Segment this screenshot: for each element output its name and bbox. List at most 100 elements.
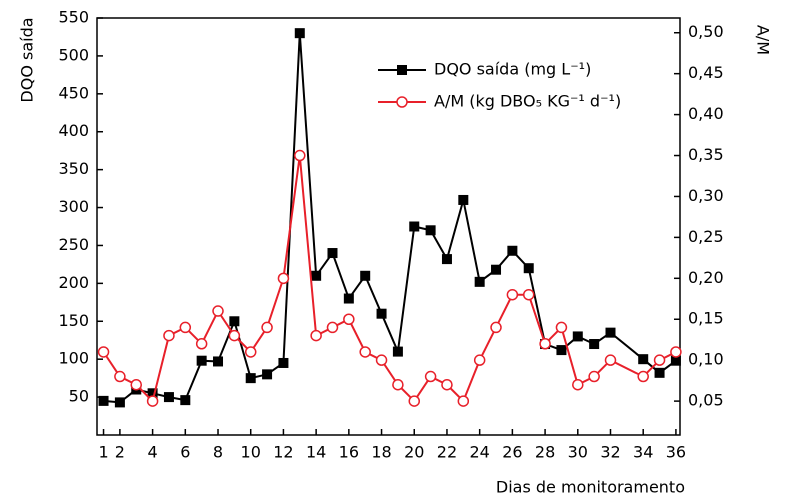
marker xyxy=(146,395,159,407)
x-tick-label: 18 xyxy=(371,443,391,462)
marker xyxy=(262,369,273,380)
marker xyxy=(375,354,388,366)
x-tick-label: 32 xyxy=(600,443,620,462)
marker xyxy=(572,331,583,342)
marker xyxy=(278,357,289,368)
marker xyxy=(212,305,224,317)
series-line xyxy=(102,155,677,404)
marker xyxy=(424,370,437,383)
marker xyxy=(491,264,502,275)
marker xyxy=(473,354,486,366)
marker xyxy=(311,270,322,281)
y2-tick-label: 0,25 xyxy=(688,227,724,246)
y-tick-label: 50 xyxy=(69,387,89,406)
marker xyxy=(457,395,470,407)
marker xyxy=(653,354,666,366)
marker xyxy=(114,370,126,383)
marker xyxy=(556,345,567,356)
marker xyxy=(523,263,534,274)
marker xyxy=(409,221,420,232)
marker xyxy=(522,288,535,301)
marker xyxy=(376,308,387,319)
x-tick-label: 30 xyxy=(568,443,588,462)
marker xyxy=(147,388,158,399)
marker xyxy=(196,355,207,366)
marker xyxy=(474,276,485,287)
marker xyxy=(604,354,617,366)
marker xyxy=(179,321,192,334)
marker xyxy=(229,316,240,327)
marker xyxy=(130,378,142,391)
marker xyxy=(392,346,403,357)
y-tick-label: 350 xyxy=(58,159,89,178)
marker xyxy=(506,288,519,301)
legend-label: A/M (kg DBO₅ KG⁻¹ d⁻¹) xyxy=(434,92,621,111)
y-tick-label: 150 xyxy=(58,311,89,330)
marker xyxy=(458,194,469,205)
marker xyxy=(589,339,600,350)
marker xyxy=(114,397,125,408)
y-tick-label: 550 xyxy=(58,8,89,27)
legend-label: DQO saída (mg L⁻¹) xyxy=(434,60,591,79)
x-tick-label: 16 xyxy=(339,443,359,462)
x-tick-label: 36 xyxy=(666,443,686,462)
y-tick-label: 100 xyxy=(58,349,89,368)
marker xyxy=(588,370,600,383)
marker xyxy=(343,313,355,325)
marker xyxy=(637,370,649,383)
marker xyxy=(670,346,682,358)
y-tick-label: 400 xyxy=(58,121,89,140)
y2-tick-label: 0,20 xyxy=(688,268,724,287)
marker xyxy=(555,321,568,334)
marker xyxy=(539,338,551,350)
y-tick-label: 500 xyxy=(58,45,89,64)
x-axis-label: Dias de monitoramento xyxy=(496,478,685,497)
x-tick-label: 28 xyxy=(535,443,555,462)
marker xyxy=(245,373,256,384)
marker xyxy=(670,355,681,366)
x-tick-label: 10 xyxy=(241,443,261,462)
x-tick-label: 6 xyxy=(180,443,190,462)
marker xyxy=(360,270,371,281)
marker xyxy=(294,28,305,39)
y2-tick-label: 0,35 xyxy=(688,145,724,164)
x-tick-label: 12 xyxy=(273,443,293,462)
y-axis-label: DQO saída xyxy=(18,17,37,102)
marker xyxy=(654,367,665,378)
x-tick-label: 4 xyxy=(148,443,158,462)
marker xyxy=(605,327,616,338)
y2-tick-label: 0,40 xyxy=(688,104,724,123)
marker xyxy=(326,321,339,334)
marker xyxy=(310,329,322,342)
y2-tick-label: 0,50 xyxy=(688,22,724,41)
x-tick-label: 1 xyxy=(98,443,108,462)
y2-tick-label: 0,45 xyxy=(688,63,724,82)
marker xyxy=(97,346,110,358)
marker xyxy=(507,245,518,256)
y2-axis-label: A/M xyxy=(754,25,773,55)
marker xyxy=(490,321,502,334)
x-tick-label: 14 xyxy=(306,443,326,462)
marker xyxy=(163,392,174,403)
x-tick-label: 22 xyxy=(437,443,457,462)
marker xyxy=(244,346,257,358)
marker xyxy=(277,272,290,285)
marker xyxy=(163,329,175,342)
x-tick-label: 24 xyxy=(469,443,489,462)
marker xyxy=(638,354,649,365)
y-tick-label: 300 xyxy=(58,197,89,216)
x-tick-label: 2 xyxy=(115,443,125,462)
marker xyxy=(261,321,273,334)
marker xyxy=(180,395,191,406)
marker xyxy=(98,395,109,406)
marker xyxy=(441,254,452,265)
x-tick-label: 34 xyxy=(633,443,653,462)
x-tick-label: 8 xyxy=(213,443,223,462)
marker xyxy=(195,338,208,350)
y2-tick-label: 0,30 xyxy=(688,186,724,205)
y-tick-label: 250 xyxy=(58,235,89,254)
marker xyxy=(408,395,421,407)
marker xyxy=(327,248,338,259)
marker xyxy=(425,225,436,236)
marker xyxy=(572,378,584,391)
